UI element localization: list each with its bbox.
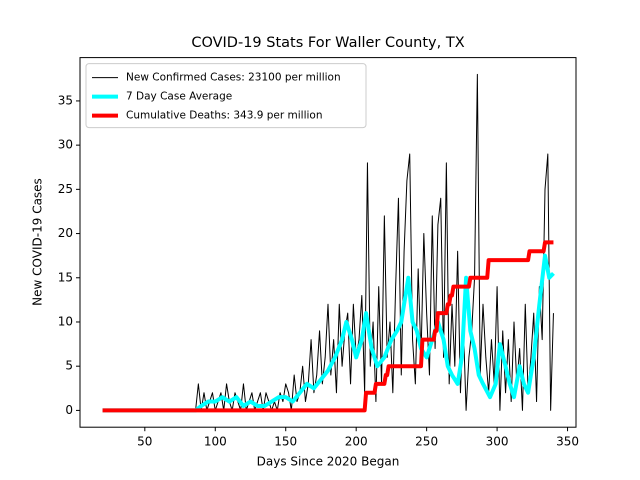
series-line [102,240,554,413]
chart-title: COVID-19 Stats For Waller County, TX [191,35,464,51]
legend-text: New Confirmed Cases: 23100 per million [126,72,341,84]
x-tick-label: 200 [345,435,368,449]
series-line [102,73,554,411]
x-tick-label: 350 [556,435,579,449]
y-tick-label: 0 [65,403,73,417]
y-tick-label: 35 [58,93,73,107]
plot-frame [79,57,577,428]
x-tick-label: 300 [486,435,509,449]
legend-text: 7 Day Case Average [126,91,232,103]
x-tick-label: 50 [137,435,152,449]
x-tick-label: 150 [274,435,297,449]
series-line [102,253,555,413]
x-tick-label: 100 [204,435,227,449]
legend-text: Cumulative Deaths: 343.9 per million [126,110,323,122]
y-tick-label: 10 [58,314,73,328]
y-axis-label: New COVID-19 Cases [31,178,45,306]
legend-box [85,63,367,129]
y-tick-label: 5 [65,359,73,373]
y-tick-label: 20 [58,226,73,240]
x-tick-label: 250 [415,435,438,449]
y-tick-label: 15 [58,270,73,284]
y-tick-label: 25 [58,182,73,196]
x-axis-label: Days Since 2020 Began [257,455,400,469]
y-tick-label: 30 [58,138,73,152]
